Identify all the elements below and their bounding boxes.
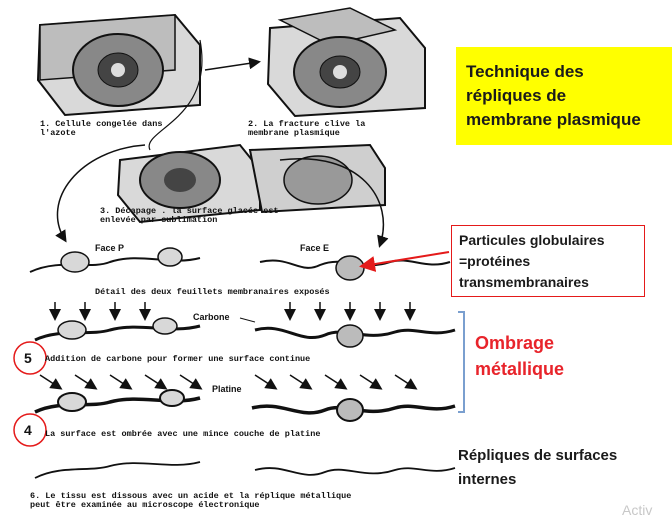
particle-face-p-1 (60, 251, 90, 273)
label-carbone: Carbone (193, 312, 230, 322)
caption-step2-line2: membrane plasmique (248, 128, 340, 138)
carbon-particle-1 (57, 320, 87, 340)
replica-e (254, 467, 456, 476)
etched-cell-block (116, 143, 386, 224)
label-face-p: Face P (95, 243, 124, 253)
activation-watermark: Activ (622, 502, 653, 518)
caption-step3-line2: enlevée par sublimation (100, 215, 217, 225)
arrow-step1-2 (204, 57, 261, 71)
caption-step1-line2: l'azote (40, 128, 76, 138)
circle-number-5 (13, 341, 47, 375)
caption-step6-line1: 6. Le tissu est dissous avec un acide et… (30, 491, 351, 501)
circle-number-4 (13, 413, 47, 447)
particles-annotation-box: Particules globulaires =protéines transm… (451, 225, 645, 297)
ombrage-bracket (458, 311, 465, 413)
platinum-particle-1 (57, 392, 87, 412)
caption-step6-line2: peut être examinée au microscope électro… (30, 500, 260, 510)
caption-step5: Addition de carbone pour former une surf… (45, 354, 310, 364)
carbon-arrows (49, 302, 416, 321)
caption-step2-line1: 2. La fracture clive la (248, 119, 365, 129)
platinum-arrows (39, 374, 418, 390)
arrow-to-face-p (55, 144, 146, 243)
arrow-to-face-e (279, 158, 389, 248)
pointer-particle (359, 251, 450, 272)
carbon-particle-2 (152, 317, 178, 335)
number-5: 5 (24, 350, 32, 366)
ombrage-label: Ombrage métallique (475, 333, 565, 379)
label-face-e: Face E (300, 243, 329, 253)
particle-face-p-2 (157, 247, 183, 267)
fractured-cell-block (266, 7, 426, 118)
label-platine: Platine (212, 384, 242, 394)
title-box: Technique des répliques de membrane plas… (456, 47, 672, 145)
caption-step3-line1: 3. Décapage . la surface glacée est (100, 206, 279, 216)
frozen-cell-block (36, 13, 201, 117)
platinum-particle-2 (159, 389, 185, 407)
caption-detail: Détail des deux feuillets membranaires e… (95, 287, 330, 297)
number-4: 4 (24, 422, 32, 438)
caption-step1-line1: 1. Cellule congelée dans (40, 119, 162, 129)
particle-face-e (335, 255, 365, 281)
repliques-label: Répliques de surfaces internes (458, 447, 618, 488)
caption-step4: La surface est ombrée avec une mince cou… (45, 429, 320, 439)
replica-p (34, 461, 201, 479)
connector-curve (148, 39, 203, 151)
